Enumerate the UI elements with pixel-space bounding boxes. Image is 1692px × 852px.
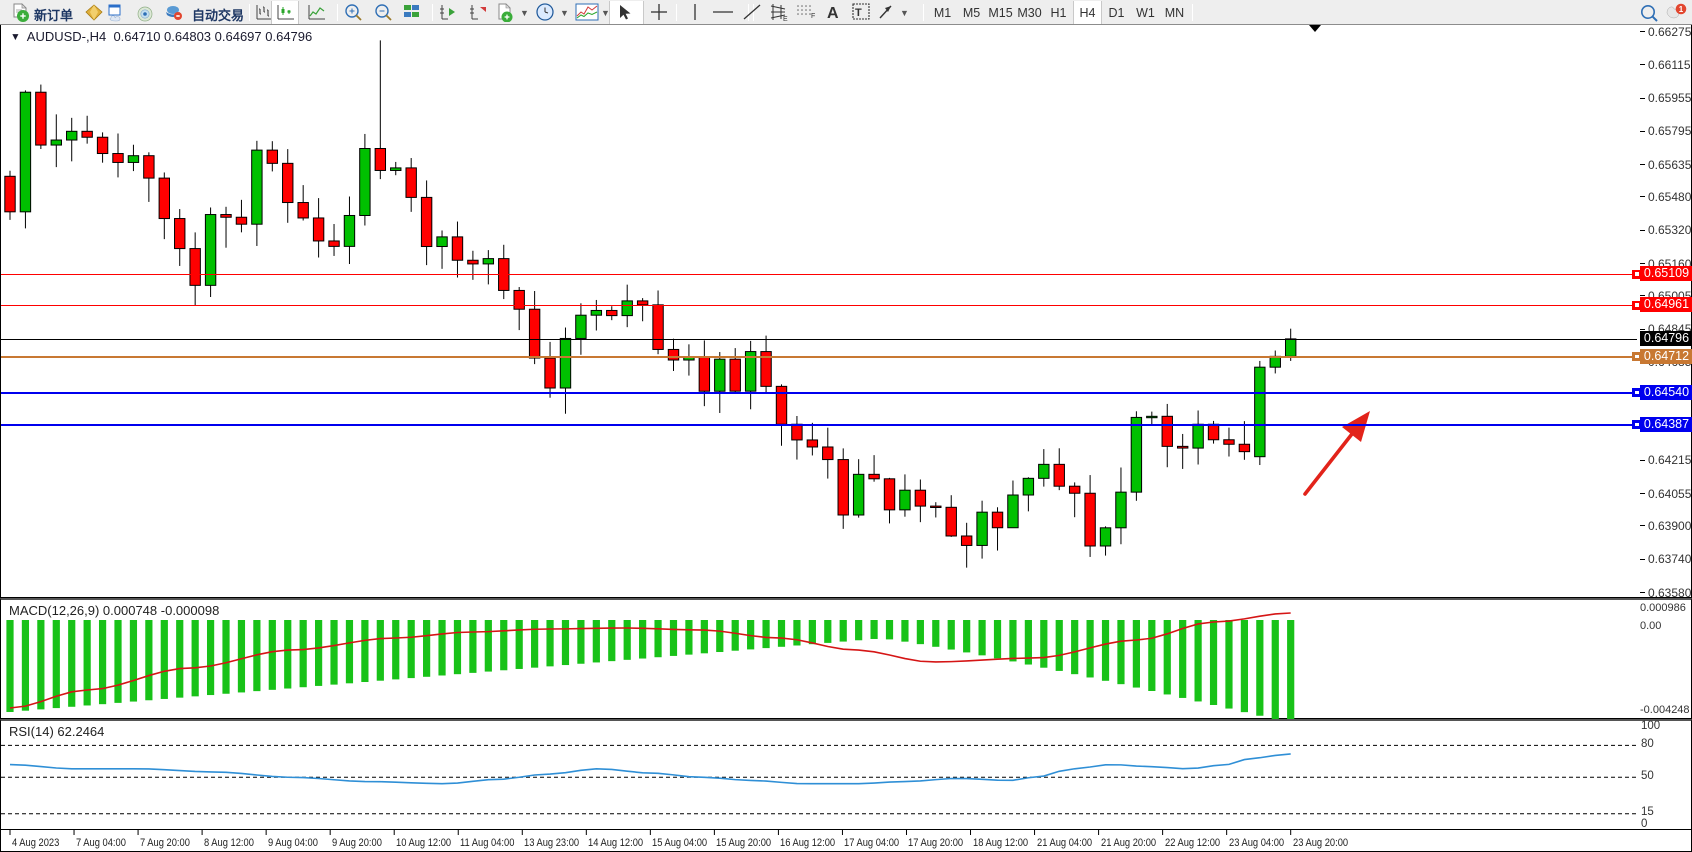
- svg-text:T: T: [855, 7, 862, 19]
- svg-text:F: F: [811, 13, 815, 19]
- svg-text:E: E: [783, 16, 788, 21]
- svg-text:1: 1: [1679, 5, 1684, 14]
